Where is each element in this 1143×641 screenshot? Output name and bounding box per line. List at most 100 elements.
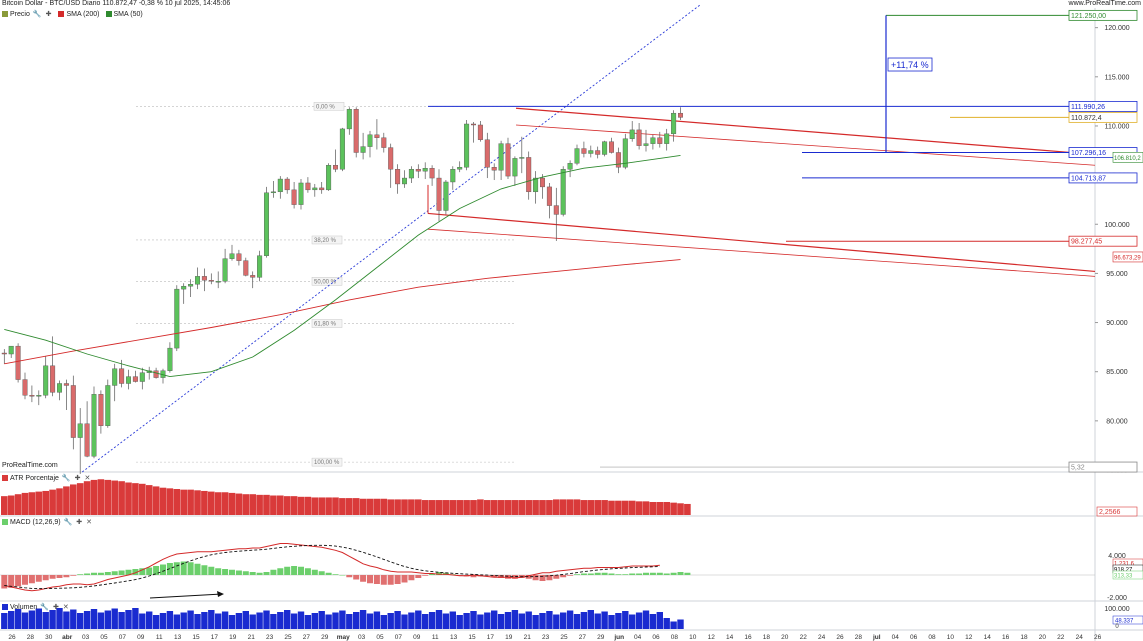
close-icon[interactable]: ✕ (84, 475, 91, 482)
legend-sma200[interactable]: SMA (200) (58, 11, 100, 18)
macd-hist-bar (215, 568, 222, 575)
macd-signal-line (4, 544, 660, 590)
wrench-icon[interactable]: 🔧 (61, 475, 71, 482)
price-legend: Precio 🔧 ✚ SMA (200) SMA (50) (2, 10, 143, 18)
x-tick-label: 22 (1057, 634, 1065, 641)
y-tick-label: 110.000 (1105, 123, 1130, 130)
candle-body (346, 109, 352, 130)
candle-body (43, 365, 49, 396)
wrench-icon[interactable]: 🔧 (63, 519, 73, 526)
x-tick-label: 17 (487, 634, 495, 641)
volume-bar (580, 612, 588, 629)
level-label-box (1068, 235, 1138, 247)
legend-macd[interactable]: MACD (12,26,9) 🔧 ✚ ✕ (2, 518, 93, 526)
candle-body (491, 167, 497, 171)
candle-body (208, 280, 214, 282)
atr-bar (622, 500, 629, 515)
plus-icon[interactable]: ✚ (76, 519, 83, 526)
macd-hist-bar (256, 572, 263, 575)
x-tick-label: 24 (818, 634, 826, 641)
x-tick-label: 21 (524, 634, 532, 641)
x-tick-label: 06 (910, 634, 918, 641)
level-label: 5,32 (1071, 465, 1085, 472)
x-tick-label: may (337, 634, 350, 641)
atr-bar (339, 498, 346, 515)
atr-bar (387, 499, 394, 515)
macd-hist-bar (160, 564, 166, 575)
close-icon[interactable]: ✕ (62, 604, 69, 611)
y-tick-label: 85.000 (1106, 369, 1128, 376)
atr-bar (63, 486, 70, 515)
candle-body (50, 365, 56, 393)
volume-bar (290, 613, 298, 629)
plus-icon[interactable]: ✚ (45, 11, 52, 18)
sma200-label-box (1112, 251, 1143, 263)
volume-bar (187, 610, 194, 629)
x-tick-label: 05 (376, 634, 384, 641)
plus-icon[interactable]: ✚ (74, 475, 81, 482)
volume-bar (456, 615, 463, 629)
candle-body (125, 376, 131, 384)
atr-bar (214, 492, 222, 515)
fibonacci-label: 50,00 % (314, 279, 337, 285)
candle-body (402, 177, 408, 185)
atr-bar (663, 502, 670, 515)
atr-bar (242, 494, 250, 515)
fibonacci-label: 100,00 % (314, 460, 340, 466)
candle-body (229, 253, 235, 259)
volume-bar (373, 611, 381, 629)
legend-atr[interactable]: ATR Porcentaje 🔧 ✚ ✕ (2, 474, 91, 482)
candle-body (119, 368, 125, 384)
volume-legend: Volumen 🔧 ✚ ✕ (2, 603, 70, 611)
volume-bar (208, 610, 215, 629)
candle-body (105, 385, 111, 426)
volume-bar (132, 608, 139, 629)
volume-bar (477, 614, 484, 629)
channel-inner-line (515, 124, 1096, 166)
macd-label: MACD (12,26,9) (10, 518, 61, 526)
y-tick-label: 80.000 (1106, 418, 1128, 425)
candle-body (277, 178, 283, 193)
level-label: 107.296,16 (1071, 150, 1106, 157)
brand-link[interactable]: www.ProRealTime.com (1068, 0, 1141, 7)
legend-sma50[interactable]: SMA (50) (105, 11, 143, 18)
fibonacci-label-box (311, 457, 343, 467)
candle-body (174, 288, 180, 349)
candle-body (664, 133, 670, 144)
candle-body (615, 152, 621, 168)
legend-volume[interactable]: Volumen 🔧 ✚ ✕ (2, 603, 70, 611)
x-tick-label: 30 (45, 634, 53, 641)
candle-body (422, 168, 428, 172)
legend-price[interactable]: Precio 🔧 ✚ (2, 10, 52, 18)
x-tick-label: 26 (836, 634, 844, 641)
candle-body (415, 169, 421, 172)
macd-hist-bar (656, 572, 663, 575)
volume-bar (21, 612, 29, 629)
atr-bar (587, 500, 595, 515)
level-label: 110.872,4 (1071, 115, 1102, 122)
atr-bar (83, 481, 91, 515)
volume-bar (201, 612, 208, 629)
volume-bar (104, 610, 111, 629)
atr-bar (656, 502, 664, 515)
volume-bar (401, 614, 408, 629)
atr-bar (166, 488, 174, 515)
x-tick-label: 05 (100, 634, 108, 641)
plus-icon[interactable]: ✚ (52, 604, 59, 611)
close-icon[interactable]: ✕ (86, 519, 93, 526)
volume-value: 48.337 (1115, 619, 1134, 625)
macd-hist-bar (367, 575, 373, 584)
volume-bar (215, 613, 222, 629)
atr-bar (145, 485, 153, 515)
macd-hist-bar (111, 571, 118, 575)
wrench-icon[interactable]: 🔧 (32, 11, 42, 18)
volume-bar (35, 608, 42, 629)
atr-bar (221, 492, 229, 515)
candle-body (560, 169, 566, 215)
macd-hist-bar (63, 575, 70, 578)
wrench-icon[interactable]: 🔧 (40, 604, 49, 611)
candle-body (264, 192, 270, 256)
atr-bar (332, 497, 339, 515)
volume-bar (359, 610, 367, 629)
candle-body (63, 383, 69, 386)
